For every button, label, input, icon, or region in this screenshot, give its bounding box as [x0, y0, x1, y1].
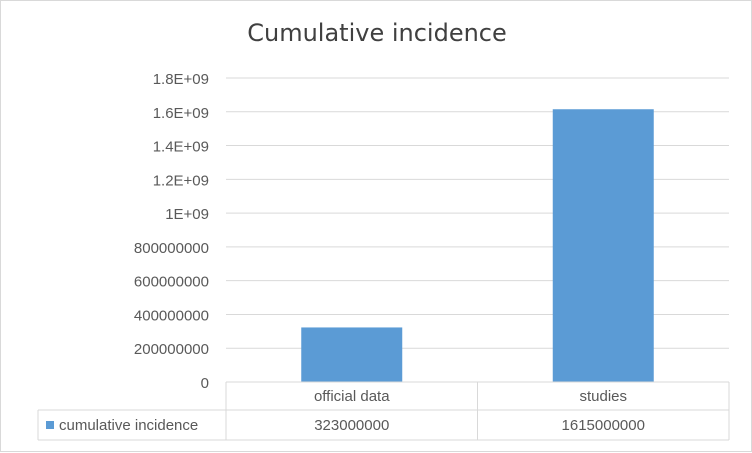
x-tick-label: official data [314, 388, 390, 405]
y-tick-label: 1.2E+09 [153, 172, 209, 189]
y-tick-label: 1.6E+09 [153, 105, 209, 122]
y-tick-label: 1.4E+09 [153, 139, 209, 156]
bar [552, 109, 654, 382]
y-tick-label: 600000000 [134, 274, 209, 291]
y-tick-label: 1.8E+09 [153, 71, 209, 88]
y-tick-label: 0 [201, 375, 209, 392]
legend-swatch [46, 421, 54, 429]
y-tick-label: 800000000 [134, 240, 209, 257]
y-tick-label: 400000000 [134, 307, 209, 324]
chart-title: Cumulative incidence [247, 19, 507, 47]
y-tick-label: 1E+09 [165, 206, 209, 223]
data-table-value: 1615000000 [562, 417, 645, 434]
y-tick-label: 200000000 [134, 341, 209, 358]
bar [301, 327, 403, 382]
x-tick-label: studies [579, 388, 627, 405]
legend-label: cumulative incidence [59, 417, 198, 434]
data-table-value: 323000000 [314, 417, 389, 434]
